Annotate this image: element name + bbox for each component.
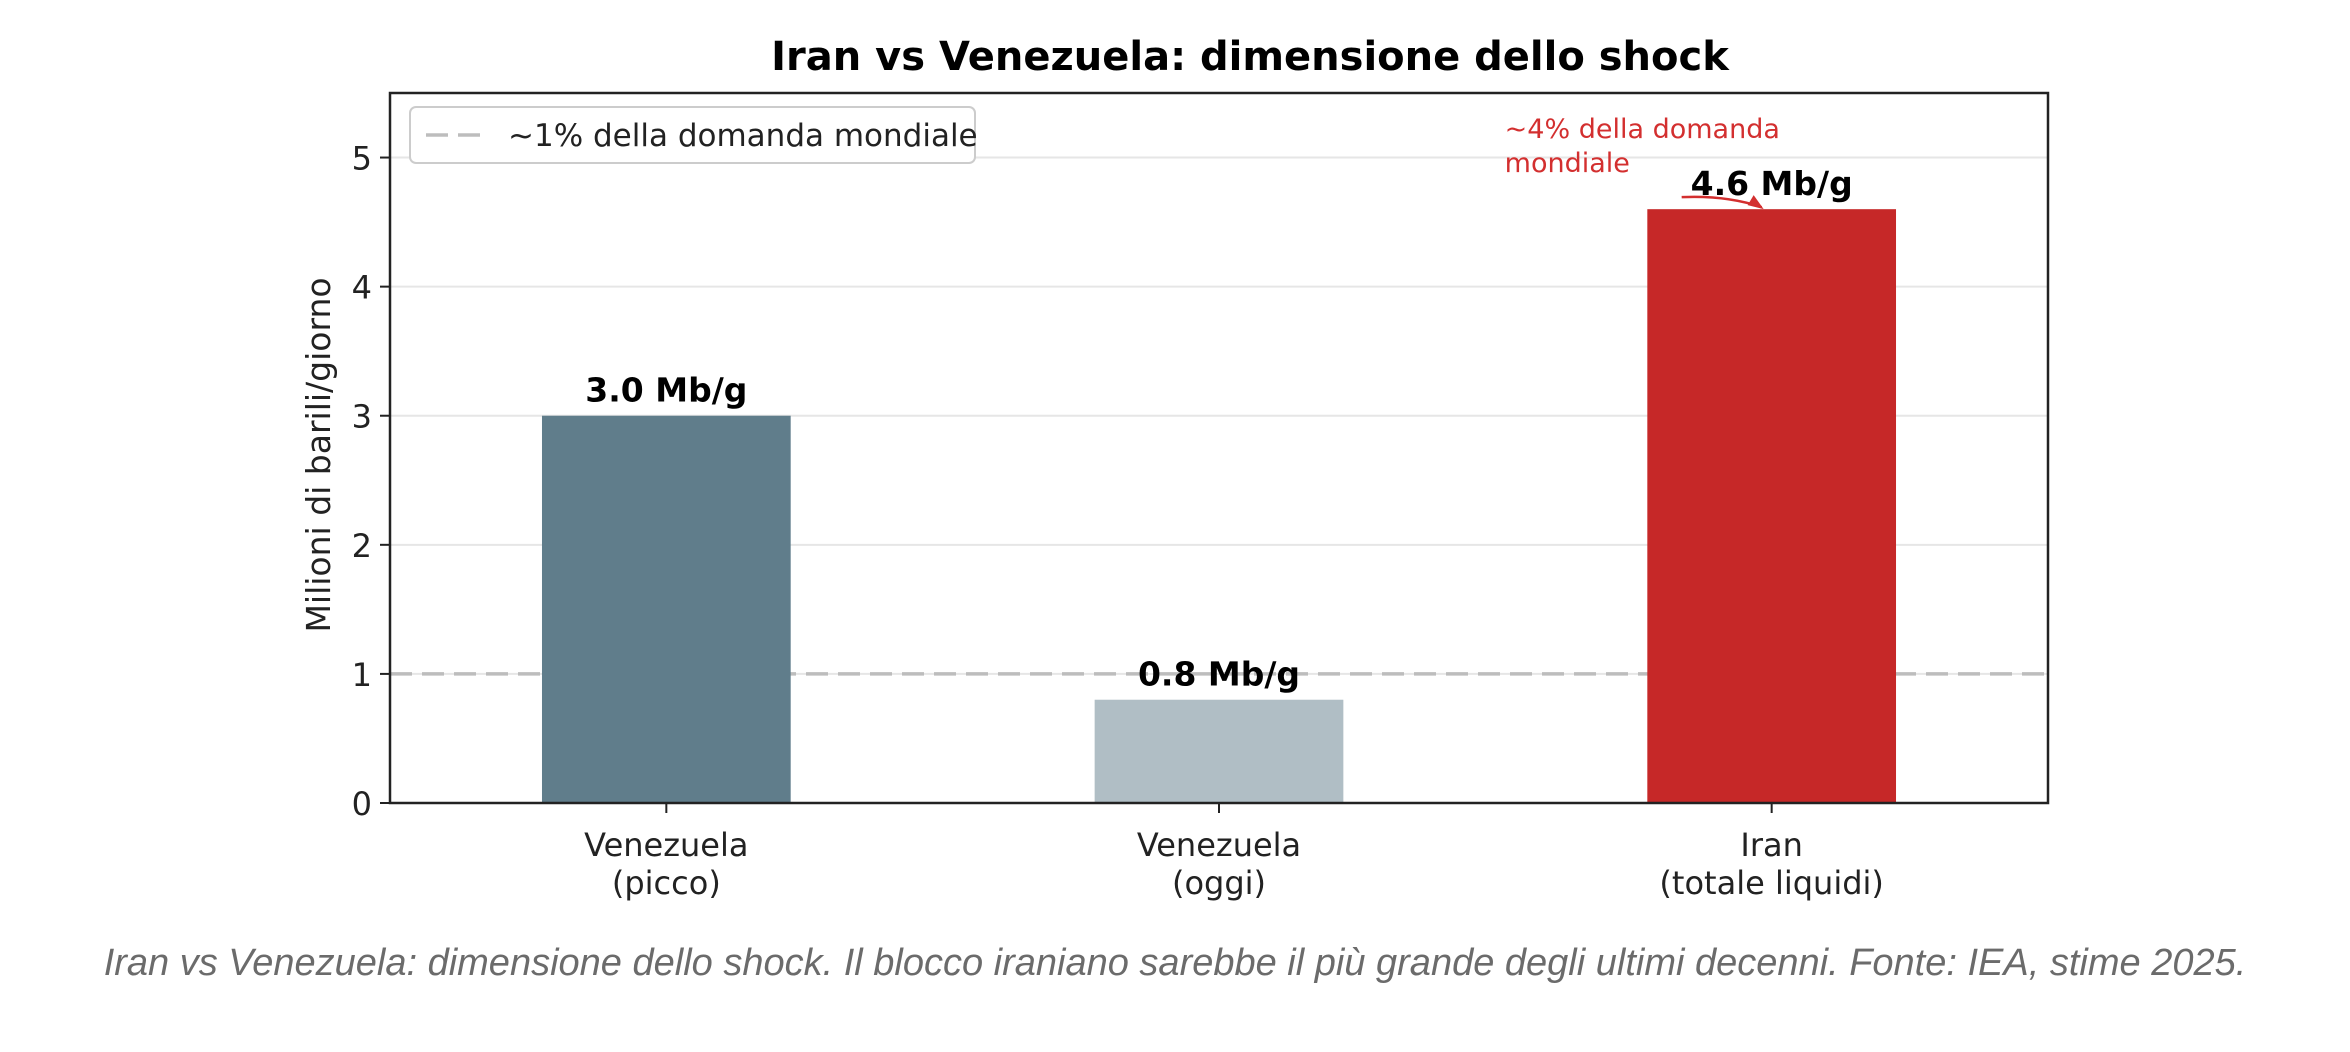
bar-chart: Iran vs Venezuela: dimensione dello shoc… <box>299 34 2050 902</box>
bar-1 <box>1094 699 1344 803</box>
y-tick-label: 5 <box>352 140 372 178</box>
bar-value-label: 0.8 Mb/g <box>1138 655 1300 694</box>
bar-0 <box>541 415 791 803</box>
x-axis-ticks: Venezuela(picco)Venezuela(oggi)Iran(tota… <box>584 803 1884 902</box>
x-tick-label: Iran <box>1740 826 1802 864</box>
annotation-arrowhead <box>1747 195 1764 210</box>
legend-label: ~1% della domanda mondiale <box>508 118 978 154</box>
x-tick-label: (oggi) <box>1172 864 1266 902</box>
y-tick-label: 2 <box>352 527 372 565</box>
bar-labels: 3.0 Mb/g 0.8 Mb/g 4.6 Mb/g <box>585 164 1852 694</box>
y-axis-label: Milioni di barili/giorno <box>299 277 338 632</box>
bar-2 <box>1647 209 1897 803</box>
x-tick-label: Venezuela <box>584 826 748 864</box>
x-tick-label: Venezuela <box>1137 826 1301 864</box>
legend-box <box>409 106 976 164</box>
y-tick-label: 0 <box>352 785 372 823</box>
bar-value-label: 4.6 Mb/g <box>1691 164 1853 203</box>
x-tick-label: (picco) <box>612 864 721 902</box>
bars <box>541 209 1897 803</box>
y-tick-label: 3 <box>352 398 372 436</box>
bar-value-label: 3.0 Mb/g <box>585 371 747 410</box>
legend: ~1% della domanda mondiale <box>409 106 978 164</box>
y-axis-ticks: 0 1 2 3 4 5 <box>352 140 390 823</box>
annotation-text: mondiale <box>1505 148 1630 179</box>
y-tick-label: 4 <box>352 269 372 307</box>
figure-caption: Iran vs Venezuela: dimensione dello shoc… <box>103 942 2247 984</box>
x-tick-label: (totale liquidi) <box>1659 864 1883 902</box>
chart-title: Iran vs Venezuela: dimensione dello shoc… <box>771 34 1730 80</box>
annotation-text: ~4% della domanda <box>1505 114 1780 145</box>
y-tick-label: 1 <box>352 656 372 694</box>
